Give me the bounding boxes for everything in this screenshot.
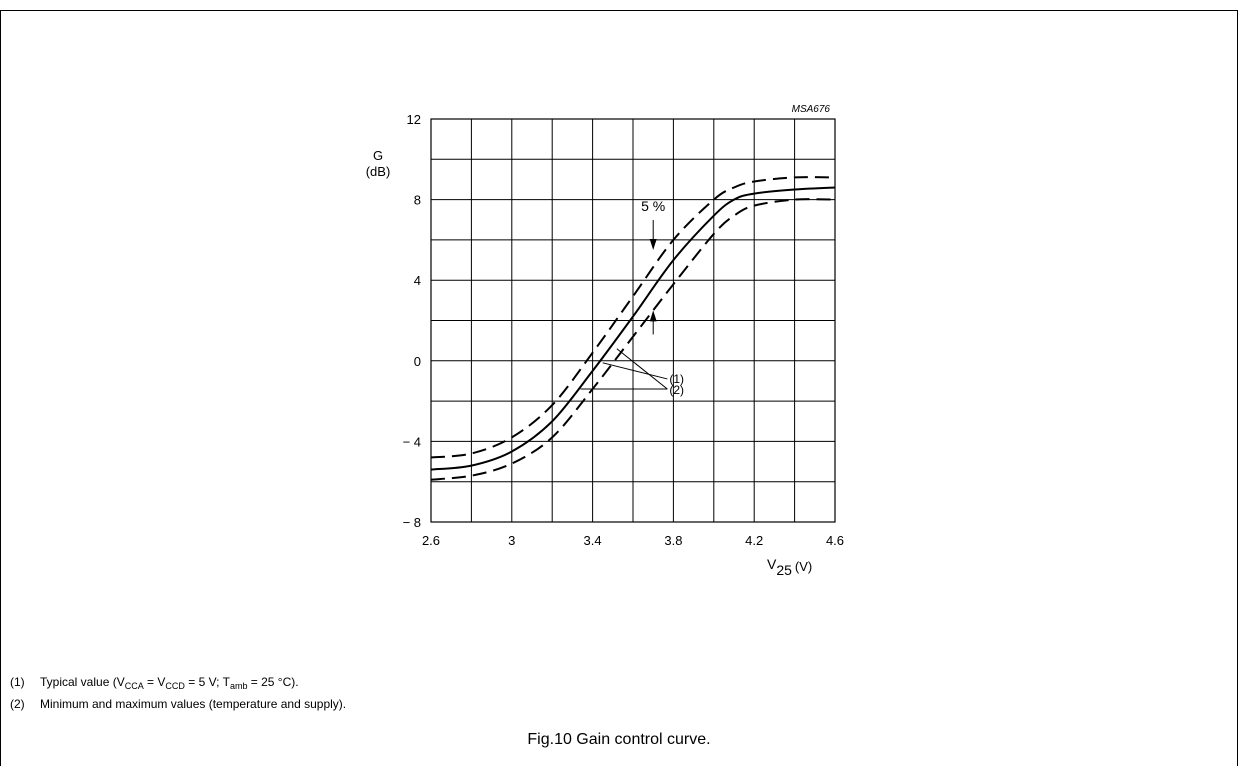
label-2: (2): [669, 383, 684, 397]
x-axis-subscript: 25: [776, 562, 792, 578]
note-1-sub-cca: CCA: [124, 681, 144, 691]
limit-curve-2: [430, 198, 836, 481]
x-axis-unit: (V): [795, 559, 812, 574]
note-1-sub-ccd: CCD: [165, 681, 185, 691]
note-typical: (1) Typical value (VCCA = VCCD = 5 V; Tam…: [10, 675, 299, 691]
page-frame-top: [0, 10, 1238, 11]
x-tick-label: 3.4: [584, 533, 602, 548]
x-tick-label: 3: [508, 533, 515, 548]
x-tick-label: 2.6: [422, 533, 440, 548]
note-1-text-a: Typical value (V: [40, 675, 125, 689]
x-tick-label: 4.2: [745, 533, 763, 548]
y-tick-label: 0: [414, 354, 421, 369]
figure-id: MSA676: [792, 104, 831, 115]
y-tick-label: − 4: [403, 434, 421, 449]
label-1: (1): [669, 372, 684, 386]
limit-curve-1: [430, 176, 836, 459]
note-2-number: (2): [10, 697, 25, 711]
figure-caption: Fig.10 Gain control curve.: [527, 731, 711, 748]
note-min-max: (2) Minimum and maximum values (temperatu…: [10, 697, 346, 711]
y-tick-label: 12: [407, 112, 421, 127]
chart-grid: [430, 118, 836, 523]
y-tick-label: 4: [414, 273, 421, 288]
tolerance-arrowhead-top: [649, 238, 657, 250]
leader-line-1: [602, 362, 668, 380]
y-axis-symbol: G: [373, 148, 383, 163]
leader-line-2a: [616, 348, 668, 390]
typical-curve: [430, 186, 836, 471]
page-frame-left: [0, 10, 1, 766]
y-tick-label: − 8: [403, 515, 421, 530]
tolerance-arrowhead-bottom: [649, 310, 657, 322]
note-2-text: Minimum and maximum values (temperature …: [40, 697, 347, 711]
note-1-text-c: = 5 V; T: [184, 675, 230, 689]
chart-annotations: 5 % (1)(2): [580, 198, 684, 397]
note-1-text-b: = V: [143, 675, 166, 689]
chart-curves: [430, 176, 836, 481]
x-axis-label: V25 (V): [767, 556, 812, 578]
x-tick-label: 3.8: [664, 533, 682, 548]
y-axis-unit: (dB): [366, 164, 391, 179]
x-axis-symbol: V: [767, 556, 777, 572]
y-tick-label: 8: [414, 193, 421, 208]
tolerance-label: 5 %: [641, 198, 665, 214]
plot-frame: [430, 118, 836, 523]
note-1-text-d: = 25 °C).: [247, 675, 299, 689]
note-1-sub-amb: amb: [229, 681, 248, 691]
x-tick-label: 4.6: [826, 533, 844, 548]
note-1-number: (1): [10, 675, 25, 689]
chart-tick-labels: 2.6 3 3.4 3.8 4.2 4.6 − 8 − 4 0 4 8 12: [403, 112, 844, 548]
